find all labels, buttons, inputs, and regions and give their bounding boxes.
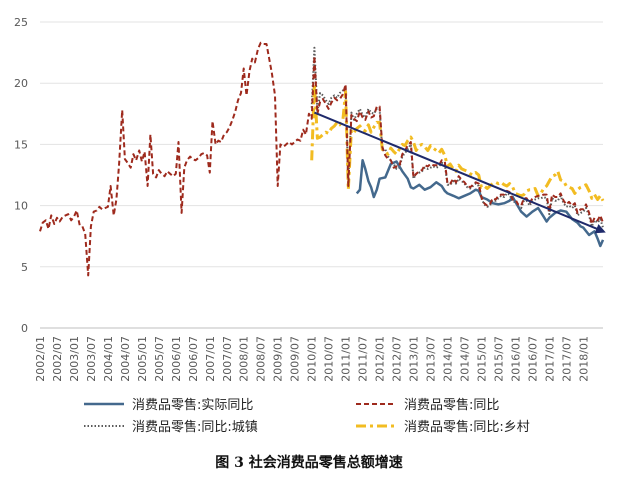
x-tick-label: 2016/01 xyxy=(509,336,522,382)
x-tick-label: 2011/07 xyxy=(357,336,370,382)
x-tick-label: 2008/07 xyxy=(255,336,268,382)
series-line xyxy=(39,41,604,277)
x-tick-label: 2017/07 xyxy=(560,336,573,382)
x-tick-label: 2014/07 xyxy=(458,336,471,382)
x-tick-label: 2015/01 xyxy=(475,336,488,382)
x-tick-label: 2013/07 xyxy=(425,336,438,382)
y-tick-label: 5 xyxy=(21,261,28,274)
x-tick-label: 2004/01 xyxy=(102,336,115,382)
legend-entry: 消费品零售:同比 xyxy=(404,397,499,413)
x-tick-label: 2007/07 xyxy=(221,336,234,382)
y-axis-ticks: 0 5 10 15 20 25 xyxy=(14,16,28,335)
y-tick-label: 15 xyxy=(14,138,28,151)
x-tick-label: 2009/01 xyxy=(272,336,285,382)
y-tick-label: 25 xyxy=(14,16,28,29)
x-tick-label: 2016/07 xyxy=(526,336,539,382)
x-axis-ticks: 2002/01 2002/07 2003/01 2003/07 2004/01 2004/… xyxy=(34,336,590,382)
x-tick-label: 2018/01 xyxy=(577,336,590,382)
x-tick-label: 2006/07 xyxy=(187,336,200,382)
x-tick-label: 2011/01 xyxy=(340,336,353,382)
x-tick-label: 2017/01 xyxy=(543,336,556,382)
x-tick-label: 2010/07 xyxy=(323,336,336,382)
series-line xyxy=(310,82,605,202)
series-lines xyxy=(39,41,606,277)
x-tick-label: 2004/07 xyxy=(119,336,132,382)
gridlines xyxy=(40,21,603,329)
x-tick-label: 2015/07 xyxy=(492,336,505,382)
legend-entry: 消费品零售:同比:城镇 xyxy=(132,419,258,435)
legend-entry: 消费品零售:同比:乡村 xyxy=(404,419,530,435)
x-tick-label: 2009/07 xyxy=(289,336,302,382)
y-tick-label: 20 xyxy=(14,77,28,90)
x-tick-label: 2012/01 xyxy=(374,336,387,382)
series-line xyxy=(310,46,604,228)
x-tick-label: 2005/07 xyxy=(153,336,166,382)
series-line xyxy=(355,159,605,248)
trend-arrow xyxy=(314,111,606,234)
x-tick-label: 2003/07 xyxy=(85,336,98,382)
x-tick-label: 2010/01 xyxy=(306,336,319,382)
x-tick-label: 2012/07 xyxy=(391,336,404,382)
x-tick-label: 2007/01 xyxy=(204,336,217,382)
x-tick-label: 2003/01 xyxy=(68,336,81,382)
x-tick-label: 2002/01 xyxy=(34,336,47,382)
x-tick-label: 2006/01 xyxy=(170,336,183,382)
x-tick-label: 2002/07 xyxy=(51,336,64,382)
figure-caption: 图 3 社会消费品零售总额增速 xyxy=(215,455,403,471)
x-tick-label: 2005/01 xyxy=(136,336,149,382)
x-tick-label: 2014/01 xyxy=(441,336,454,382)
x-tick-label: 2013/01 xyxy=(408,336,421,382)
y-tick-label: 10 xyxy=(14,200,28,213)
legend-entry: 消费品零售:实际同比 xyxy=(132,397,253,413)
y-tick-label: 0 xyxy=(21,322,28,335)
x-tick-label: 2008/01 xyxy=(238,336,251,382)
